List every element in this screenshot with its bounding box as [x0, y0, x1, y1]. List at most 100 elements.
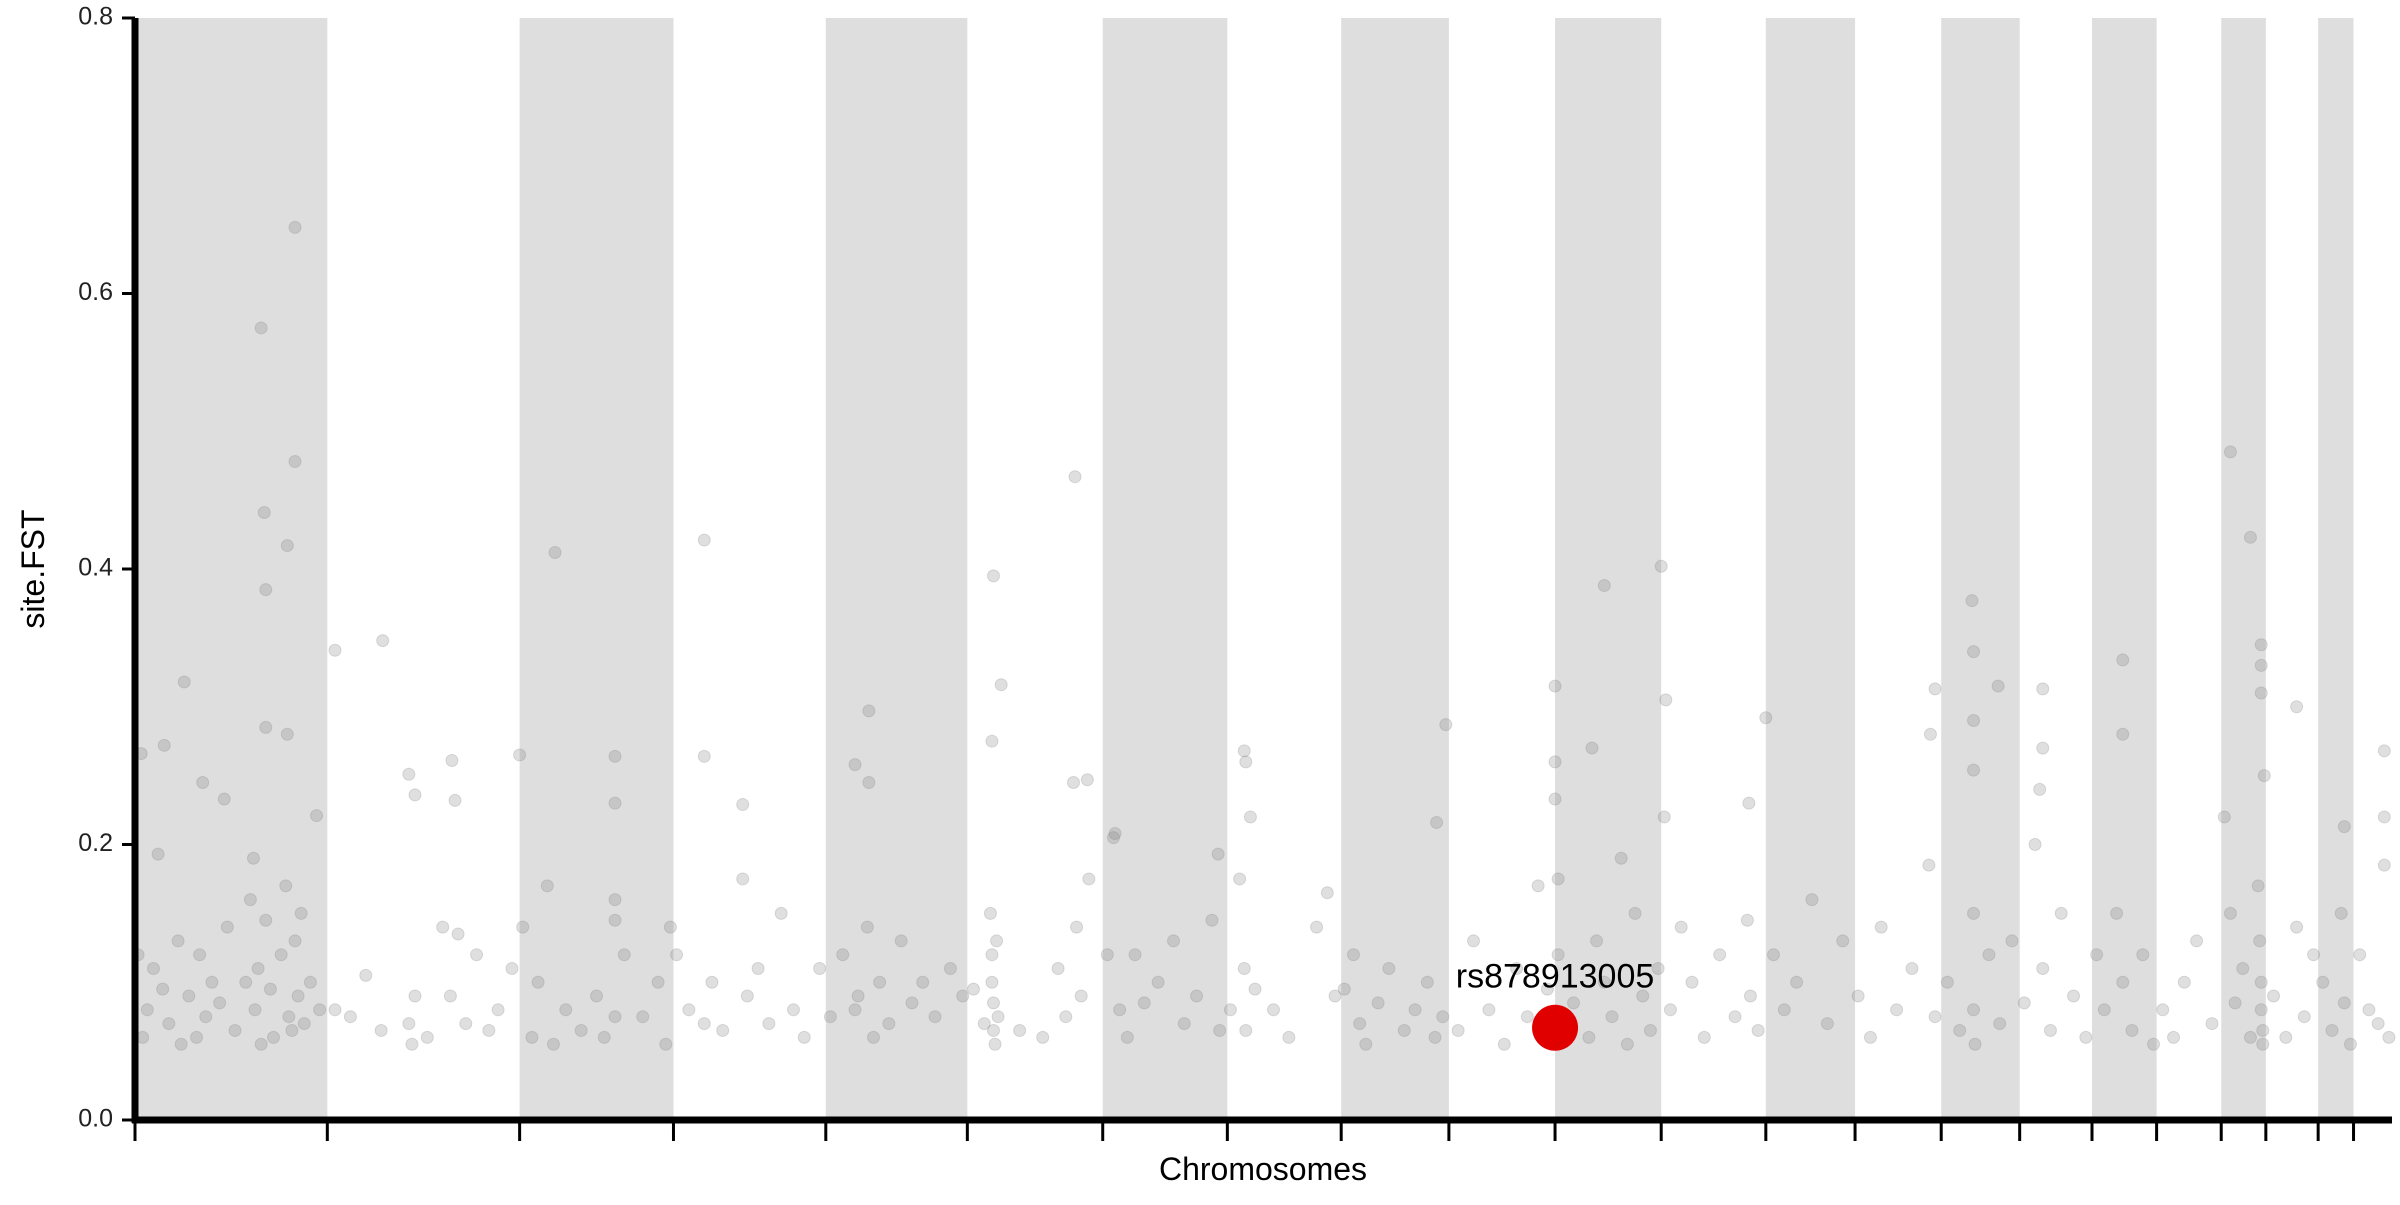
snp-point	[254, 321, 268, 335]
y-axis-label: site.FST	[15, 509, 51, 628]
snp-point	[279, 879, 293, 893]
snp-point	[590, 989, 604, 1003]
snp-point	[608, 893, 622, 907]
snp-point	[736, 872, 750, 886]
snp-point	[1408, 1003, 1422, 1017]
snp-point	[199, 1010, 213, 1024]
snp-point	[1347, 948, 1361, 962]
snp-point	[1890, 1003, 1904, 1017]
snp-point	[157, 738, 171, 752]
snp-point	[343, 1010, 357, 1024]
snp-point	[328, 1003, 342, 1017]
snp-point	[251, 961, 265, 975]
snp-point	[2223, 906, 2237, 920]
chromosome-band	[519, 18, 674, 1120]
snp-point	[2256, 1023, 2270, 1037]
snp-point	[1659, 693, 1673, 707]
snp-point	[762, 1017, 776, 1031]
snp-point	[1805, 893, 1819, 907]
snp-point	[285, 1023, 299, 1037]
x-axis-label: Chromosomes	[1159, 1151, 1367, 1187]
snp-point	[1080, 773, 1094, 787]
chromosome-band	[1341, 18, 1449, 1120]
chromosome-band	[2091, 18, 2157, 1120]
snp-point	[956, 989, 970, 1003]
snp-point	[246, 851, 260, 865]
snp-point	[1993, 1017, 2007, 1031]
snp-point	[248, 1003, 262, 1017]
snp-point	[1597, 579, 1611, 593]
snp-point	[2353, 948, 2367, 962]
snp-point	[282, 1010, 296, 1024]
snp-point	[797, 1030, 811, 1044]
snp-point	[670, 948, 684, 962]
snp-point	[736, 798, 750, 812]
snp-point	[977, 1017, 991, 1031]
snp-point	[2033, 782, 2047, 796]
snp-point	[860, 920, 874, 934]
snp-point	[1928, 1010, 1942, 1024]
snp-point	[1233, 872, 1247, 886]
snp-point	[288, 934, 302, 948]
snp-point	[140, 1003, 154, 1017]
snp-point	[193, 948, 207, 962]
highlight-point	[1532, 1004, 1579, 1051]
snp-point	[2067, 989, 2081, 1003]
snp-point	[1430, 815, 1444, 829]
snp-point	[1451, 1023, 1465, 1037]
snp-point	[1585, 741, 1599, 755]
snp-point	[905, 996, 919, 1010]
snp-point	[1359, 1037, 1373, 1051]
snp-point	[1742, 796, 1756, 810]
snp-point	[2236, 961, 2250, 975]
snp-point	[217, 792, 231, 806]
snp-point	[2382, 1030, 2396, 1044]
snp-point	[985, 734, 999, 748]
snp-point	[482, 1023, 496, 1037]
snp-point	[1166, 934, 1180, 948]
snp-point	[1820, 1017, 1834, 1031]
snp-point	[705, 975, 719, 989]
snp-point	[636, 1010, 650, 1024]
snp-point	[774, 906, 788, 920]
snp-point	[1590, 934, 1604, 948]
snp-point	[1113, 1003, 1127, 1017]
snp-point	[1059, 1010, 1073, 1024]
snp-point	[2251, 879, 2265, 893]
snp-point	[2116, 653, 2130, 667]
snp-point	[1082, 872, 1096, 886]
chromosome-band	[2318, 18, 2354, 1120]
snp-point	[451, 927, 465, 941]
snp-point	[2036, 682, 2050, 696]
snp-point	[2090, 948, 2104, 962]
snp-point	[1836, 934, 1850, 948]
snp-point	[2116, 975, 2130, 989]
snp-point	[2125, 1023, 2139, 1037]
snp-point	[2290, 920, 2304, 934]
snp-point	[259, 583, 273, 597]
snp-point	[2110, 906, 2124, 920]
snp-point	[288, 220, 302, 234]
snp-point	[156, 982, 170, 996]
snp-point	[1540, 982, 1554, 996]
snp-point	[1213, 1023, 1227, 1037]
snp-point	[1211, 847, 1225, 861]
snp-point	[663, 920, 677, 934]
snp-point	[2254, 686, 2268, 700]
snp-point	[525, 1030, 539, 1044]
snp-point	[1967, 906, 1981, 920]
snp-point	[2205, 1017, 2219, 1031]
snp-point	[1205, 913, 1219, 927]
snp-point	[228, 1023, 242, 1037]
snp-point	[985, 975, 999, 989]
snp-point	[205, 975, 219, 989]
snp-point	[2097, 1003, 2111, 1017]
snp-point	[2337, 996, 2351, 1010]
snp-point	[1628, 906, 1642, 920]
snp-point	[408, 989, 422, 1003]
snp-point	[1740, 913, 1754, 927]
snp-point	[2254, 658, 2268, 672]
snp-point	[2254, 638, 2268, 652]
snp-point	[994, 678, 1008, 692]
snp-point	[2325, 1023, 2339, 1037]
